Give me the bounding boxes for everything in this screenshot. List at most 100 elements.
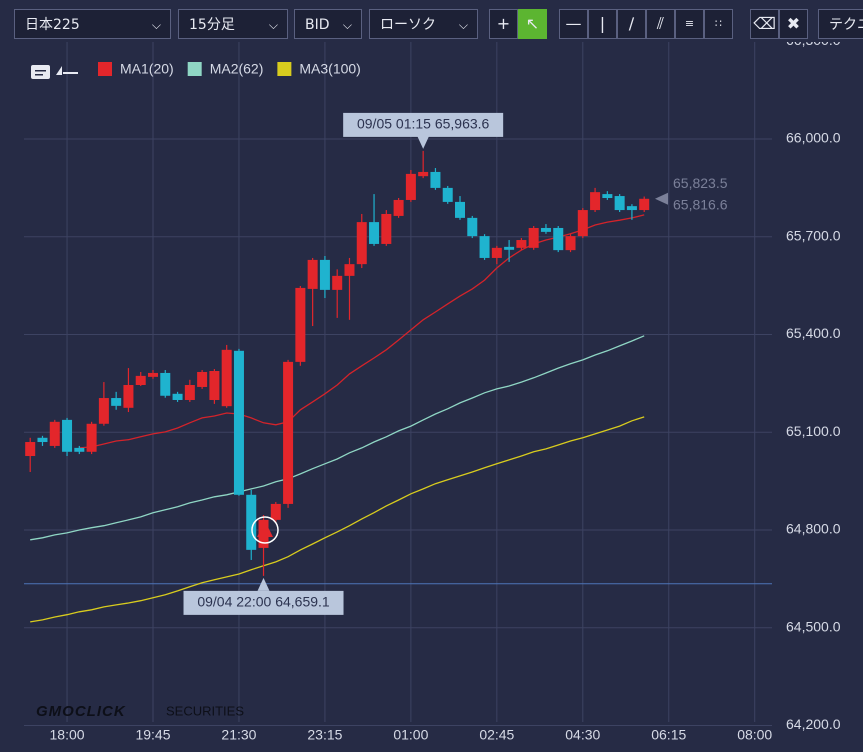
candle-body [602,194,613,199]
candle-body [467,217,478,237]
candle-body [221,349,232,407]
legend-label: MA3(100) [299,61,360,77]
x-tick-label: 18:00 [50,727,85,743]
timeframe-text: 15分足 [189,17,235,33]
entry-signal [251,516,279,544]
pointer-button[interactable]: ↖ [518,9,547,39]
legend-swatch [277,62,292,76]
candle-body [418,171,429,177]
annotation-pointer [417,135,430,149]
candle-body [540,227,551,232]
candle-body [614,196,625,211]
y-tick-label: 64,200.0 [786,716,841,732]
symbol-select[interactable]: 日本225 ⌵ [14,9,171,39]
candle-body [319,259,330,290]
ma-line [79,214,645,449]
watermark-brand: GMOCLICK [36,703,126,720]
chart-style-select[interactable]: ローソク ⌵ [369,9,478,39]
candle-body [111,398,122,406]
x-tick-label: 02:45 [479,727,514,743]
candle-body [37,437,48,443]
candle-body [516,240,527,248]
candle-body [590,192,601,211]
channel-tool[interactable]: ⫽ [646,9,675,39]
candle-body [233,350,244,495]
candle-body [356,222,367,265]
x-tick-label: 06:15 [651,727,686,743]
y-tick-label: 64,500.0 [786,618,841,634]
candle-body [639,198,650,211]
price-type-text: BID [305,17,330,33]
x-tick-label: 01:00 [393,727,428,743]
candle-body [283,361,294,504]
legend-label: MA1(20) [120,61,174,77]
x-tick-label: 04:30 [565,727,600,743]
candle-body [528,227,539,248]
candle-body [62,419,73,452]
watermark-suffix: SECURITIES [166,703,244,718]
y-tick-label: 64,800.0 [786,521,841,537]
y-tick-label: 65,700.0 [786,227,841,243]
trendline-tool[interactable]: ∕ [617,9,646,39]
candle-body [49,421,60,446]
y-tick-label: 66,000.0 [786,130,841,146]
candle-body [160,372,171,396]
x-tick-label: 19:45 [135,727,170,743]
candle-body [393,199,404,216]
price-type-select[interactable]: BID ⌵ [294,9,362,39]
erase-all-tool[interactable]: ✖ [779,9,808,39]
candle-body [430,171,441,188]
candle-body [491,247,502,258]
toolbar: 日本225 ⌵ 15分足 ⌵ BID ⌵ ローソク ⌵ + ↖ — | ∕ ⫽ ≡ ∷ … [0,0,863,42]
annotation-text: 09/05 01:15 65,963.6 [357,116,490,132]
candle-body [344,264,355,276]
candle-body [442,187,453,202]
vline-tool[interactable]: | [588,9,617,39]
candle-body [197,371,208,387]
x-tick-label: 23:15 [307,727,342,743]
candle-body [135,375,146,386]
candle-body [577,210,588,237]
legend-icons [31,65,78,79]
candle-body [25,442,36,457]
y-tick-label: 65,100.0 [786,423,841,439]
candle-body [307,259,318,289]
timeframe-select[interactable]: 15分足 ⌵ [178,9,288,39]
candle-body [209,370,220,400]
fibo-retracement-tool[interactable]: ≡ [675,9,704,39]
candle-body [270,503,281,520]
x-tick-label: 08:00 [737,727,772,743]
legend-swatch [98,62,112,76]
hline-tool[interactable]: — [559,9,588,39]
candle-body [369,222,380,244]
candle-body [479,236,490,258]
candle-body [86,423,97,452]
crosshair-button[interactable]: + [489,9,518,39]
technical-menu[interactable]: テクニ [818,9,863,39]
candle-body [246,494,257,550]
y-tick-label: 65,400.0 [786,325,841,341]
fibo-fan-tool[interactable]: ∷ [704,9,733,39]
candle-body [184,385,195,400]
legend-swatch [187,62,202,76]
last-price-arrow [655,192,668,205]
last-price-label: 65,823.5 [673,175,728,191]
candle-body [332,275,343,290]
candle-body [98,398,109,424]
symbol-text: 日本225 [25,17,80,33]
candle-body [405,173,416,200]
candle-body [74,447,85,452]
candle-body [123,385,134,408]
candle-body [172,393,183,400]
x-tick-label: 21:30 [221,727,256,743]
annotation-text: 09/04 22:00 64,659.1 [197,594,330,610]
annotation-pointer [257,577,270,591]
erase-tool[interactable]: ⌫ [750,9,779,39]
candle-body [504,246,515,250]
candle-body [455,201,465,218]
candle-body [148,372,158,377]
ma-line [30,416,645,623]
ma-line [30,335,645,541]
